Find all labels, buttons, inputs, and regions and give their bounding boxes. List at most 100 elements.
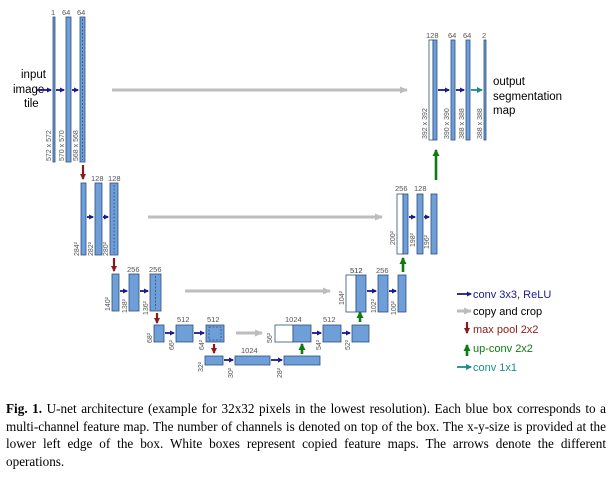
size-label: 54² (316, 339, 323, 350)
channel-label: 64 (62, 8, 70, 17)
feature-map-box (292, 324, 312, 343)
size-label: 100² (391, 300, 398, 315)
channel-label: 512 (323, 315, 336, 324)
channel-label: 128 (426, 31, 439, 40)
channel-label: 256 (376, 266, 389, 275)
size-label: 32² (198, 361, 205, 372)
feature-map-box (65, 16, 72, 163)
copied-feature-map-box (345, 274, 357, 313)
legend: conv 3x3, ReLU copy and crop max pool 2x… (457, 289, 551, 374)
feature-map-box (416, 193, 424, 255)
size-label: 388 x 388 (477, 108, 484, 139)
feature-map-box (111, 273, 120, 312)
feature-map-box (109, 182, 119, 256)
channel-label: 512 (207, 315, 220, 324)
size-label: 68² (147, 332, 154, 343)
feature-map-box (465, 39, 471, 141)
input-label-line: tile (24, 98, 39, 110)
size-label: 102² (371, 298, 378, 313)
size-label: 282² (88, 241, 95, 256)
legend-label: max pool 2x2 (473, 324, 538, 336)
output-label-line: segmentation (493, 91, 562, 103)
legend-item-conv: conv 3x3, ReLU (457, 289, 551, 301)
feature-map-box (432, 39, 438, 141)
output-feature-map-box (483, 39, 487, 141)
feature-map-box (377, 274, 389, 313)
channel-label: 256 (149, 265, 162, 274)
feature-map-box (397, 274, 407, 313)
caption-text: U-net architecture (example for 32x32 pi… (6, 401, 606, 469)
legend-label: conv 1x1 (473, 362, 517, 374)
size-label: 28² (277, 367, 284, 378)
channel-label: 512 (350, 266, 363, 275)
legend-item-upconv: up-conv 2x2 (463, 343, 533, 356)
copy-crop-arrows (112, 86, 408, 337)
copied-feature-map-box (274, 324, 294, 343)
legend-item-conv1x1: conv 1x1 (457, 362, 517, 374)
size-label: 104² (339, 290, 346, 305)
input-label-line: image (13, 84, 44, 96)
feature-map-box (283, 355, 321, 366)
channel-label: 256 (395, 184, 408, 193)
encoder-level-3: 256 256 140² 138² 136² (105, 265, 162, 324)
bottleneck-level-5: 1024 32² 30² 28² (198, 343, 321, 378)
size-label: 56² (267, 332, 274, 343)
caption-label: Fig. 1. (6, 401, 43, 416)
input-label-line: input (21, 69, 47, 81)
feature-map-box (355, 274, 367, 313)
channel-label: 128 (108, 174, 121, 183)
size-label: 284² (74, 241, 81, 256)
feature-map-box (205, 324, 225, 343)
feature-map-box (430, 193, 438, 255)
channel-label: 1024 (241, 346, 258, 355)
output-label-line: output (493, 76, 526, 88)
channel-label: 64 (77, 8, 85, 17)
decoder-level-2: 256 128 200² 198² 196² (390, 149, 440, 255)
decoder-level-4: 1024 512 512 56² 54² 52² (267, 266, 370, 350)
size-label: 52² (345, 339, 352, 350)
channel-label: 2 (482, 31, 486, 40)
size-label: 568 x 568 (73, 130, 80, 161)
size-label: 196² (424, 234, 431, 249)
channel-label: 64 (463, 31, 471, 40)
output-label-line: map (493, 105, 515, 117)
legend-item-maxpool: max pool 2x2 (464, 322, 538, 336)
encoder-level-1: 1 64 64 572 x 572 570 x 570 568 x 568 (46, 8, 86, 180)
copied-feature-map-box (428, 39, 434, 141)
channel-label: 64 (448, 31, 456, 40)
feature-map-box (351, 324, 370, 343)
feature-map-box (234, 355, 271, 366)
crop-region (208, 326, 222, 341)
feature-map-box (322, 324, 342, 343)
feature-map-box (175, 324, 194, 343)
size-label: 66² (169, 339, 176, 350)
size-label: 136² (143, 300, 150, 315)
feature-map-box (94, 182, 103, 256)
encoder-level-2: 128 128 284² 282² 280² (74, 174, 121, 272)
size-label: 392 x 392 (422, 108, 429, 139)
size-label: 198² (410, 232, 417, 247)
legend-item-copy: copy and crop (457, 306, 542, 318)
size-label: 388 x 388 (459, 108, 466, 139)
channel-label: 512 (350, 266, 363, 275)
input-label: input image tile (13, 69, 52, 110)
legend-label: copy and crop (473, 306, 542, 318)
feature-map-box (52, 16, 56, 163)
legend-label: up-conv 2x2 (473, 343, 533, 355)
unet-diagram: 1 64 64 572 x 572 570 x 570 568 x 568 in… (13, 8, 562, 378)
size-label: 200² (390, 230, 397, 245)
size-label: 138² (122, 298, 129, 313)
feature-map-box (450, 39, 456, 141)
size-label: 280² (103, 241, 110, 256)
size-label: 572 x 572 (46, 130, 53, 161)
channel-label: 128 (414, 184, 427, 193)
feature-map-box (80, 182, 87, 256)
legend-label: conv 3x3, ReLU (473, 289, 551, 301)
output-label: output segmentation map (493, 76, 562, 117)
channel-label: 512 (177, 315, 190, 324)
channel-label: 128 (91, 174, 104, 183)
channel-label: 1 (51, 8, 55, 17)
size-label: 64² (199, 339, 206, 350)
feature-map-box (128, 273, 140, 312)
feature-map-box (204, 355, 224, 366)
